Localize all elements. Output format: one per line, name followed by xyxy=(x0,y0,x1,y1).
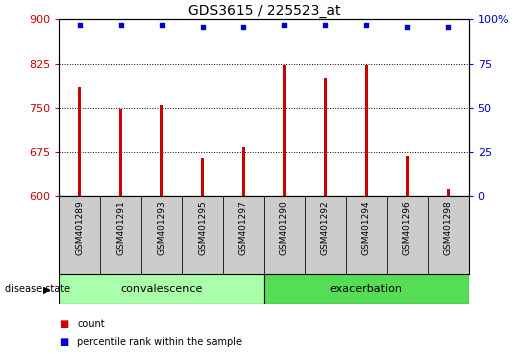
Point xyxy=(158,22,166,28)
Title: GDS3615 / 225523_at: GDS3615 / 225523_at xyxy=(187,5,340,18)
Bar xyxy=(100,196,141,274)
Text: ■: ■ xyxy=(59,319,68,329)
Bar xyxy=(365,65,368,196)
Text: GSM401295: GSM401295 xyxy=(198,200,207,255)
Text: convalescence: convalescence xyxy=(121,284,203,295)
Text: GSM401292: GSM401292 xyxy=(321,200,330,255)
Text: percentile rank within the sample: percentile rank within the sample xyxy=(77,337,242,347)
Text: GSM401298: GSM401298 xyxy=(444,200,453,255)
Bar xyxy=(324,79,327,196)
Point xyxy=(403,24,411,29)
Bar xyxy=(264,274,469,304)
Bar xyxy=(201,158,204,196)
Point xyxy=(362,22,370,28)
Bar xyxy=(406,156,409,196)
Bar xyxy=(242,148,245,196)
Text: ▶: ▶ xyxy=(43,284,50,295)
Bar xyxy=(283,65,286,196)
Bar xyxy=(346,196,387,274)
Text: GSM401296: GSM401296 xyxy=(403,200,411,255)
Point xyxy=(444,24,452,29)
Point xyxy=(76,22,84,28)
Point xyxy=(116,22,125,28)
Bar xyxy=(223,196,264,274)
Bar xyxy=(59,196,100,274)
Bar xyxy=(305,196,346,274)
Text: GSM401294: GSM401294 xyxy=(362,200,371,255)
Text: count: count xyxy=(77,319,105,329)
Bar xyxy=(182,196,223,274)
Text: disease state: disease state xyxy=(5,284,70,295)
Text: GSM401290: GSM401290 xyxy=(280,200,289,255)
Text: GSM401289: GSM401289 xyxy=(75,200,84,255)
Bar xyxy=(387,196,427,274)
Bar xyxy=(119,109,122,196)
Point xyxy=(280,22,288,28)
Bar xyxy=(447,189,450,196)
Text: GSM401297: GSM401297 xyxy=(239,200,248,255)
Text: exacerbation: exacerbation xyxy=(330,284,403,295)
Bar xyxy=(160,105,163,196)
Text: GSM401291: GSM401291 xyxy=(116,200,125,255)
Text: ■: ■ xyxy=(59,337,68,347)
Bar xyxy=(427,196,469,274)
Bar xyxy=(78,87,81,196)
Bar xyxy=(264,196,305,274)
Point xyxy=(321,22,330,28)
Bar xyxy=(141,196,182,274)
Bar xyxy=(59,274,264,304)
Point xyxy=(239,24,248,29)
Point xyxy=(198,24,207,29)
Text: GSM401293: GSM401293 xyxy=(157,200,166,255)
